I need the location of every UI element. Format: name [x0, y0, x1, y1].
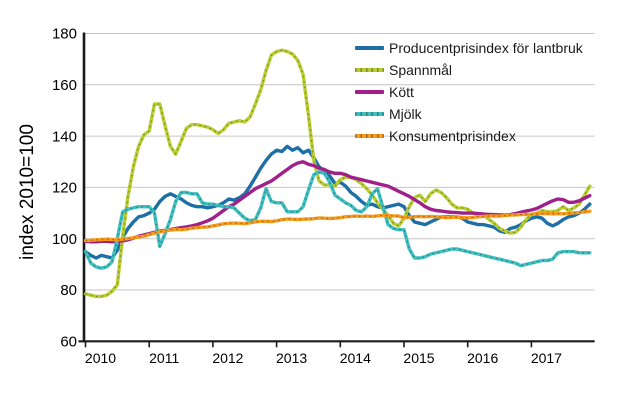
y-tick-label-160: 160 [52, 77, 77, 94]
x-tick-label-2015: 2015 [403, 350, 434, 366]
y-tick-label-80: 80 [60, 282, 77, 299]
x-tick-label-2010: 2010 [85, 350, 116, 366]
legend-label: Mjölk [389, 106, 422, 122]
y-tick-label-120: 120 [52, 180, 77, 197]
series-lines [83, 48, 592, 299]
x-tick-label-2017: 2017 [531, 350, 562, 366]
legend-swatch-konsumentprisindex [355, 134, 384, 138]
x-tick-label-2014: 2014 [340, 350, 371, 366]
legend-label: Konsumentprisindex [389, 128, 516, 144]
legend-item-spannm-l: Spannmål [355, 59, 583, 81]
legend-swatch-k-tt [355, 90, 384, 94]
x-tick-label-2012: 2012 [212, 350, 243, 366]
legend-label: Producentprisindex för lantbruk [389, 40, 583, 56]
legend-item-mj-lk: Mjölk [355, 103, 583, 125]
legend-swatch-spannm-l [355, 68, 384, 72]
axes [78, 32, 595, 348]
y-tick-label-180: 180 [52, 26, 77, 43]
series-line-pattern-mj-lk [84, 171, 590, 269]
y-tick-label-100: 100 [52, 231, 77, 248]
x-tick-label-2011: 2011 [149, 350, 179, 366]
series-line-pattern-konsumentprisindex [85, 210, 590, 242]
y-tick-label-140: 140 [52, 128, 77, 145]
series-line-spannm-l [83, 48, 592, 299]
series-line-mj-lk [83, 170, 592, 270]
legend-swatch-mj-lk [355, 112, 384, 116]
x-tick-label-2013: 2013 [276, 350, 307, 366]
legend-label: Kött [389, 84, 414, 100]
legend-item-konsumentprisindex: Konsumentprisindex [355, 125, 583, 147]
axis-labels: 60 80 100 120 140 160 180 2010 2011 2012 2013 2014 2… [52, 26, 562, 366]
legend: Producentprisindex för lantbruk Spannmål K… [355, 37, 583, 147]
y-axis-title: index 2010=100 [17, 124, 38, 260]
legend-label: Spannmål [389, 62, 453, 78]
x-tick-label-2016: 2016 [467, 350, 498, 366]
legend-swatch-producentprisindex-f-r-lantbruk [355, 46, 384, 50]
legend-item-k-tt: Kött [355, 81, 583, 103]
legend-item-producentprisindex-f-r-lantbruk: Producentprisindex för lantbruk [355, 37, 583, 59]
y-tick-label-60: 60 [60, 334, 77, 351]
